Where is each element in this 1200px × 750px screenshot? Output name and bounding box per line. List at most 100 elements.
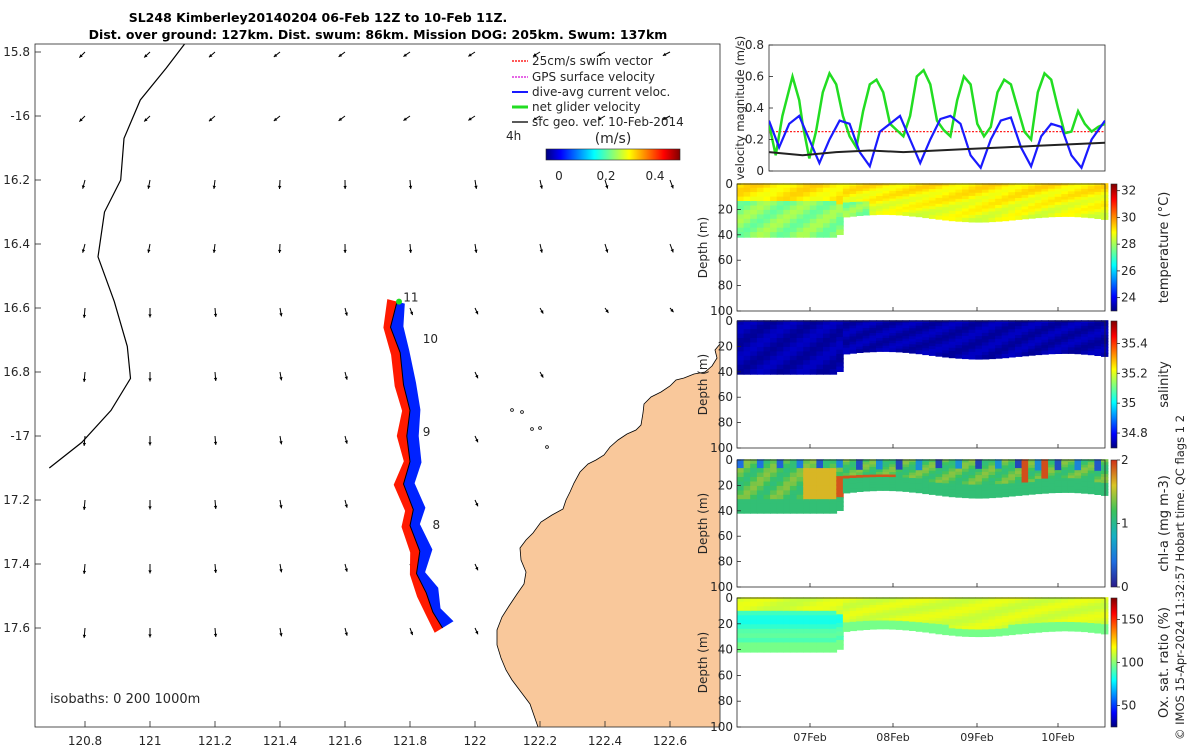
legend-sfc: sfc geo. vel. 10-Feb-2014 [532,115,684,129]
section-cell [869,484,877,489]
section-cell [1061,478,1069,483]
section-cell [842,183,851,188]
current-vector [213,371,218,382]
section-cell [849,328,857,333]
section-cell [803,624,811,630]
section-cell [1021,343,1029,348]
section-cell [770,320,778,326]
section-cell [750,633,758,639]
section-cell [988,478,996,483]
section-cell [829,338,838,344]
section-cell [829,485,838,492]
section-cell [895,328,904,332]
section-cell [882,610,890,614]
section-cell [849,461,857,466]
section-cell [763,646,771,653]
section-cell [849,207,857,212]
section-cell [756,503,765,510]
section-cell [935,621,943,626]
section-cell [816,214,824,220]
section-cell [942,471,950,476]
section-cell [823,472,831,479]
section-cell [955,619,963,624]
section-cell [823,360,831,366]
section-cell [988,597,996,602]
section-cell [869,320,877,324]
section-cell [849,322,857,327]
section-cell [1015,326,1023,331]
section-cell [935,326,943,331]
section-cell [1034,490,1043,495]
section-cell [968,478,976,483]
current-vector [82,563,87,575]
section-cell [856,191,864,195]
section-cell [763,637,771,644]
section-cell [1087,188,1096,193]
section-cell [1028,597,1036,602]
section-cell [876,325,884,329]
section-cell [1054,325,1063,330]
section-cell [770,360,778,366]
section-cell [915,597,924,602]
section-cell [1048,481,1056,485]
section-cell [1074,186,1082,190]
section-cell [1008,468,1016,473]
section-cell [948,606,957,611]
section-cell [962,484,970,489]
section-cell [889,335,897,340]
section-cell [783,209,791,216]
section-cell [829,187,838,194]
section-cell [862,620,871,625]
section-cell [915,325,924,330]
section-cell [889,612,897,617]
section-cell [882,469,890,474]
section-cell [1001,480,1010,485]
section-cell [1028,188,1036,193]
section-cell [789,485,798,492]
section-cell [942,621,950,626]
section-cell [915,470,924,475]
section-cell [1028,467,1036,472]
section-cell [789,320,798,326]
islands [510,408,549,449]
section-cell [737,355,745,362]
section-cell [1061,344,1069,349]
section-cell [889,201,897,205]
section-cell [968,326,976,331]
section-cell [902,185,910,190]
section-cell [763,218,771,225]
section-cell [1087,470,1096,475]
time-step-label: 4h [506,129,521,143]
section-cell [1074,213,1082,218]
section-cell [1041,342,1049,347]
section-cell [823,477,831,483]
section-cell [902,475,910,479]
section-cell [849,459,857,464]
section-cell [842,347,851,352]
section-cell [1094,617,1102,622]
section-cell [1008,213,1016,218]
section-cell [1021,617,1029,623]
section-cell [869,193,877,198]
section-cell [856,599,864,604]
section-cell [869,345,877,350]
section-cell [1028,614,1036,619]
section-cell [962,465,970,470]
section-cell [1081,336,1089,341]
section-cell [1034,348,1043,353]
section-cell [763,196,771,203]
section-cell [829,232,838,238]
section-cell [1074,622,1082,627]
section-cell [988,481,996,486]
section-cell [823,218,831,225]
section-cell [935,183,943,188]
section-cell [1081,197,1089,202]
section-cell [829,183,838,189]
section-cell [889,479,897,484]
section-cell [1074,323,1082,327]
section-cell [902,605,910,610]
section-cell [743,209,751,216]
section-cell [889,466,897,471]
section-cell [995,606,1003,612]
section-cell [783,490,791,496]
